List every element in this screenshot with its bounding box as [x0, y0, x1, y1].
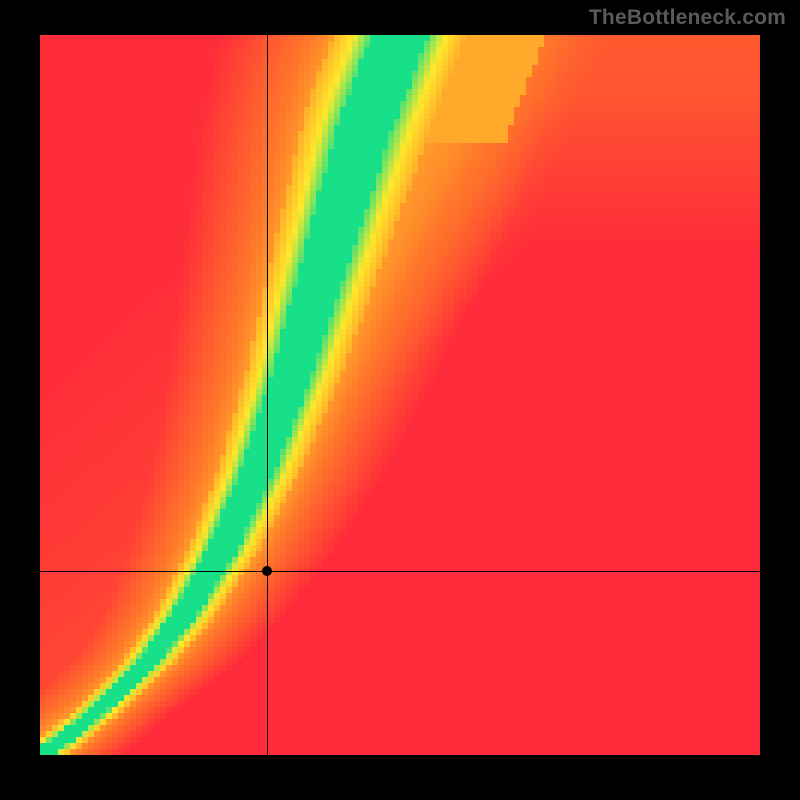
bottleneck-heatmap: [40, 35, 760, 755]
crosshair-vertical: [267, 35, 268, 755]
crosshair-horizontal: [40, 571, 760, 572]
heatmap-canvas: [40, 35, 760, 755]
watermark-text: TheBottleneck.com: [589, 6, 786, 30]
